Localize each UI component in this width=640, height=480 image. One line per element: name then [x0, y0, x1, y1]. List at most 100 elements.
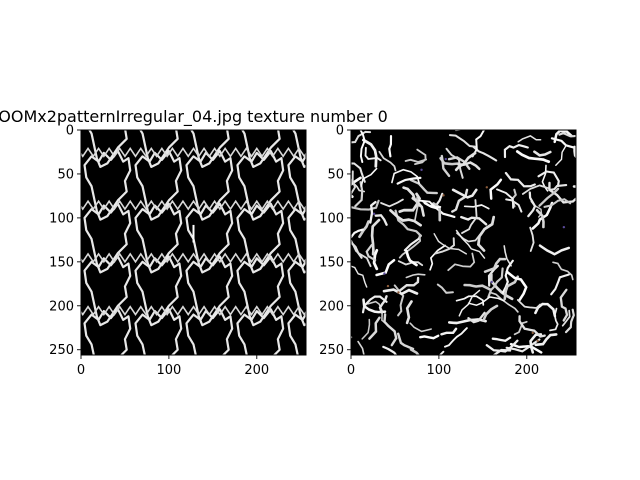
left-y-tick-label: 150	[49, 255, 74, 270]
right-texture-stroke	[440, 154, 451, 178]
right-texture-stroke	[505, 198, 523, 213]
right-texture-stroke	[561, 309, 571, 327]
right-texture-stroke	[573, 145, 576, 159]
left-pattern-shape	[287, 153, 306, 221]
right-texture-stroke	[489, 291, 519, 313]
right-texture-stroke	[351, 170, 357, 196]
right-texture-stroke	[409, 322, 432, 333]
left-x-tick-label: 100	[156, 363, 181, 378]
left-x-tick-label: 200	[244, 363, 269, 378]
right-texture-stroke	[492, 348, 512, 355]
right-texture-stroke	[351, 162, 366, 183]
right-texture-stroke	[405, 249, 418, 267]
left-x-axis: 0 100 200	[77, 355, 269, 378]
right-texture-stroke	[538, 187, 560, 207]
right-texture-stroke	[372, 248, 379, 271]
right-texture-stroke	[445, 147, 464, 179]
left-pattern-shape	[85, 362, 131, 431]
right-texture-stroke	[501, 259, 514, 294]
left-pattern-shape	[236, 308, 285, 355]
right-texture-stroke	[447, 156, 471, 170]
right-texture-stroke	[451, 188, 469, 213]
right-texture-speck	[420, 168, 423, 172]
right-texture-stroke	[504, 171, 536, 188]
right-texture-stroke	[404, 158, 428, 163]
right-texture-speck	[485, 186, 489, 189]
right-texture-stroke	[527, 191, 537, 218]
right-texture-stroke	[351, 265, 368, 288]
left-pattern-wave	[72, 359, 315, 367]
right-texture-speck	[490, 280, 493, 284]
right-texture-stroke	[405, 273, 426, 279]
right-texture-stroke	[503, 275, 519, 301]
right-texture-stroke	[534, 333, 558, 347]
right-texture-stroke	[396, 332, 415, 351]
right-texture-stroke	[438, 350, 445, 355]
right-texture-speck	[386, 284, 390, 288]
left-pattern-shape	[287, 259, 306, 327]
right-texture-stroke	[405, 300, 413, 325]
right-texture-stroke	[351, 199, 380, 211]
right-texture-stroke	[503, 143, 529, 159]
right-texture-stroke	[496, 188, 515, 209]
right-texture-stroke	[489, 178, 503, 200]
right-texture-stroke	[378, 295, 388, 314]
right-texture-stroke	[503, 245, 512, 267]
right-texture-stroke	[389, 209, 422, 227]
left-pattern-wave	[81, 305, 306, 317]
left-y-tick-label: 250	[49, 343, 74, 358]
right-texture-speck	[442, 194, 445, 197]
right-texture-stroke	[461, 199, 478, 235]
right-texture-stroke	[516, 299, 541, 309]
right-texture-stroke	[351, 239, 372, 268]
right-texture-stroke	[409, 348, 420, 355]
right-texture-stroke	[458, 289, 481, 317]
right-x-axis: 0 100 200	[347, 355, 539, 378]
right-texture-stroke	[550, 137, 576, 154]
left-pattern-shape	[236, 255, 285, 327]
right-texture-stroke	[467, 311, 486, 324]
right-texture-stroke	[448, 134, 477, 148]
right-y-tick-label: 150	[319, 255, 344, 270]
right-texture-stroke	[362, 138, 378, 168]
right-y-axis: 0 50 100 150 200 250	[319, 124, 351, 358]
right-y-tick-label: 0	[336, 124, 344, 139]
right-texture-stroke	[394, 209, 423, 237]
left-texture-pattern	[72, 130, 315, 431]
left-pattern-shape	[287, 206, 306, 274]
right-x-tick-label: 100	[426, 363, 451, 378]
right-image-background	[351, 130, 576, 355]
right-texture-stroke	[443, 327, 468, 348]
right-texture-stroke	[555, 145, 567, 167]
left-pattern-wave	[81, 252, 306, 264]
right-texture-stroke	[572, 185, 576, 188]
right-texture-stroke	[513, 320, 528, 336]
right-texture-speck	[383, 272, 386, 275]
right-texture-stroke	[537, 170, 560, 188]
left-image-frame	[80, 129, 307, 356]
right-texture-stroke	[455, 229, 486, 259]
left-y-tick-label: 50	[57, 167, 74, 182]
left-pattern-wave	[81, 147, 306, 158]
right-texture-stroke	[369, 200, 377, 224]
right-texture-stroke	[383, 313, 398, 347]
right-texture-stroke	[358, 220, 370, 239]
right-texture-speck	[372, 212, 376, 216]
right-texture-stroke	[517, 135, 542, 143]
right-texture-stroke	[361, 295, 388, 314]
right-x-tick-label: 200	[514, 363, 539, 378]
right-texture-stroke	[467, 296, 505, 306]
left-pattern-shape	[185, 308, 234, 355]
left-pattern-shape	[236, 202, 285, 274]
right-y-tick-label: 100	[319, 211, 344, 226]
right-x-tick-label: 0	[347, 363, 355, 378]
right-texture-stroke	[538, 244, 571, 256]
right-texture-stroke	[378, 150, 397, 172]
right-texture-stroke	[487, 264, 499, 287]
right-texture-stroke	[533, 150, 552, 157]
right-texture-stroke	[460, 215, 488, 226]
right-texture-stroke	[489, 273, 514, 301]
right-texture-stroke	[359, 130, 366, 163]
right-texture-stroke	[487, 267, 504, 299]
right-texture-stroke	[351, 228, 364, 240]
